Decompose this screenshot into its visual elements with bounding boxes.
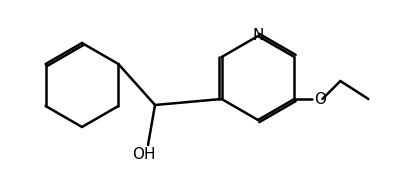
Text: OH: OH <box>132 147 156 162</box>
Text: N: N <box>252 29 264 43</box>
Text: O: O <box>314 92 326 106</box>
